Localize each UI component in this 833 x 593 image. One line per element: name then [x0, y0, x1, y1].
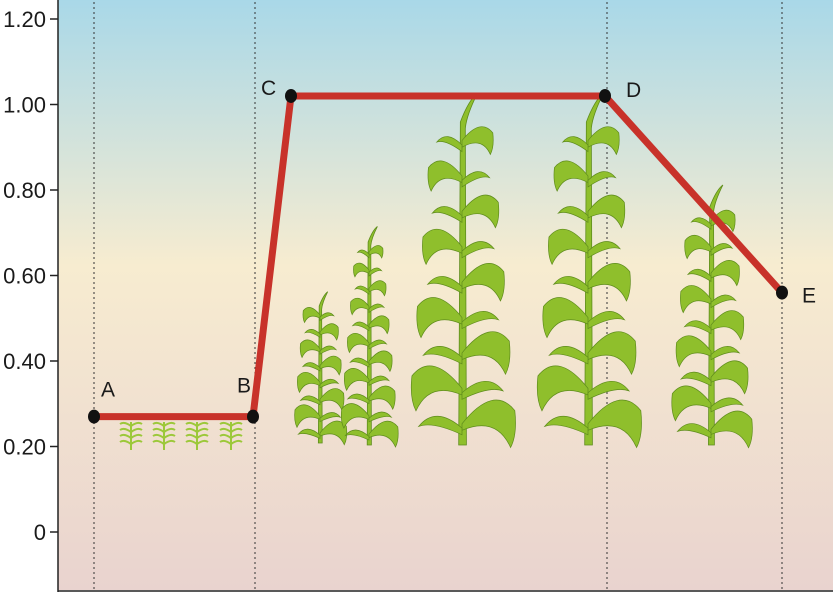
point-e-marker — [776, 285, 788, 300]
y-ticks: 1.20 1.00 0.80 0.60 0.40 0.20 0 — [3, 7, 58, 545]
point-markers: A B C D E — [88, 77, 816, 424]
y-tick-label: 0.40 — [3, 349, 46, 374]
phase-dividers — [93, 2, 783, 590]
plant-illustrations — [119, 93, 753, 450]
young-plant-1 — [294, 291, 348, 446]
ripening-plant — [671, 184, 753, 449]
seedling-4 — [219, 421, 243, 450]
mature-plant-1 — [410, 93, 516, 449]
point-e-label: E — [802, 285, 816, 308]
y-tick-label: 1.20 — [3, 7, 46, 32]
point-a-marker — [88, 409, 100, 424]
point-c-label: C — [261, 77, 276, 100]
y-tick-label: 0.20 — [3, 435, 46, 460]
plot-background — [58, 0, 833, 590]
young-plant-2 — [340, 226, 399, 448]
seedling-3 — [185, 421, 209, 450]
y-tick-label: 1.00 — [3, 93, 46, 118]
y-tick-label: 0 — [34, 520, 46, 545]
point-a-label: A — [101, 379, 115, 402]
y-tick-label: 0.60 — [3, 264, 46, 289]
point-b-marker — [247, 409, 259, 424]
point-b-label: B — [237, 375, 251, 398]
point-d-label: D — [626, 79, 641, 102]
mature-plant-2 — [536, 93, 642, 449]
seedling-2 — [152, 421, 176, 450]
point-c-marker — [285, 88, 297, 103]
point-d-marker — [599, 88, 611, 103]
seedling-1 — [119, 421, 143, 450]
y-tick-label: 0.80 — [3, 178, 46, 203]
